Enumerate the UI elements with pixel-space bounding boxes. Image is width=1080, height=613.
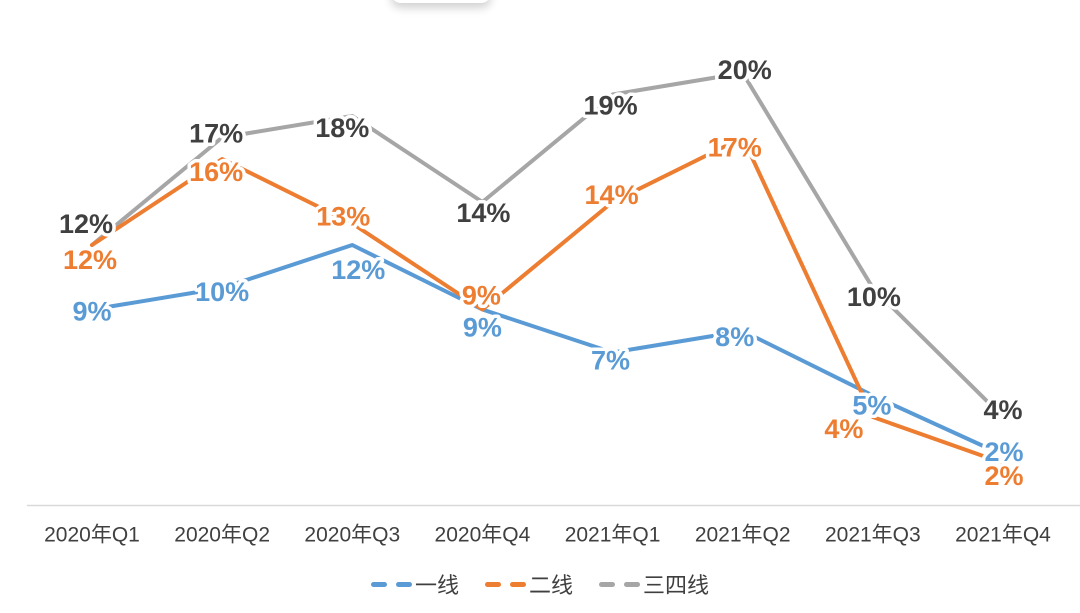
data-label-二线-0: 12%	[63, 245, 117, 275]
x-axis-label-5: 2021年Q2	[695, 524, 791, 547]
data-label-一线-5: 8%	[715, 322, 754, 352]
data-label-一线-7: 2%	[984, 437, 1023, 467]
data-label-二线-6: 4%	[824, 414, 863, 444]
x-axis-label-7: 2021年Q4	[955, 524, 1051, 547]
legend-dash	[370, 581, 387, 587]
data-label-三四线-0: 12%	[59, 209, 113, 239]
series-line-二线	[90, 135, 1005, 465]
series-line-一线	[90, 243, 1005, 457]
data-label-二线-2: 13%	[316, 202, 370, 232]
legend-item-label: 三四线	[643, 573, 710, 598]
legend-dash	[484, 581, 501, 587]
top-overlay-shadow	[391, 0, 491, 3]
x-axis-label-2: 2020年Q3	[304, 524, 400, 547]
x-axis-label-6: 2021年Q3	[825, 524, 921, 547]
legend-dash-marker	[484, 581, 526, 587]
x-axis-label-1: 2020年Q2	[174, 524, 270, 547]
data-label-三四线-7: 4%	[983, 395, 1022, 425]
data-label-二线-7: 2%	[984, 461, 1023, 491]
legend-dash	[624, 581, 640, 587]
legend-dash-marker	[599, 581, 640, 587]
legend-item-label: 二线	[528, 573, 573, 598]
legend-dash	[509, 581, 526, 587]
legend-item-二线: 二线	[484, 568, 573, 600]
legend-item-一线: 一线	[370, 568, 459, 600]
data-label-三四线-3: 14%	[456, 198, 510, 228]
legend-dash	[599, 581, 615, 587]
chart-legend: 一线 二线 三四线	[0, 570, 1080, 598]
data-label-二线-4: 14%	[585, 180, 639, 210]
legend-item-label: 一线	[414, 573, 459, 598]
legend-dash	[395, 581, 412, 587]
data-label-三四线-6: 10%	[847, 282, 901, 312]
legend-dash-marker	[370, 581, 412, 587]
data-label-一线-4: 7%	[591, 346, 630, 376]
data-label-三四线-5: 20%	[718, 55, 772, 85]
data-label-一线-6: 5%	[852, 391, 891, 421]
data-label-三四线-2: 18%	[315, 113, 369, 143]
data-label-一线-2: 12%	[331, 255, 385, 285]
legend-item-三四线: 三四线	[599, 568, 709, 600]
series-line-三四线	[90, 71, 1005, 419]
data-label-一线-0: 9%	[72, 297, 111, 327]
data-label-二线-3: 9%	[462, 281, 501, 311]
data-label-二线-5: 17%	[708, 133, 762, 163]
data-label-三四线-4: 19%	[584, 91, 638, 121]
data-label-三四线-1: 17%	[189, 119, 243, 149]
x-axis-label-3: 2020年Q4	[435, 524, 531, 547]
data-label-二线-1: 16%	[189, 157, 243, 187]
x-axis-label-0: 2020年Q1	[44, 524, 140, 547]
data-label-一线-1: 10%	[195, 277, 249, 307]
data-label-一线-3: 9%	[463, 313, 502, 343]
x-axis-label-4: 2021年Q1	[565, 524, 661, 547]
